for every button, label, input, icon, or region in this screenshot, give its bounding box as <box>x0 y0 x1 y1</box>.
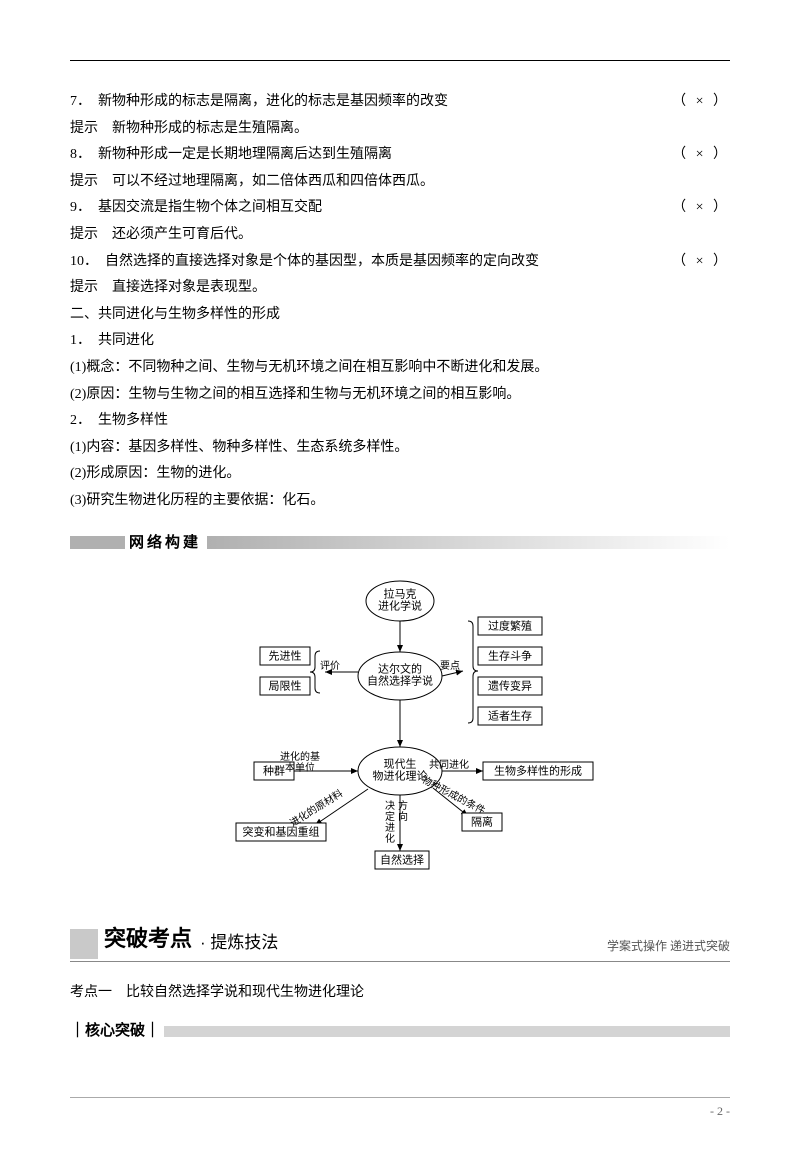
svg-text:本单位: 本单位 <box>285 761 315 774</box>
hint-line: 提示 还必须产生可育后代。 <box>70 222 730 249</box>
concept-diagram: 拉马克进化学说达尔文的自然选择学说现代生物进化理论 过度繁殖生存斗争遗传变异适者生… <box>200 571 600 892</box>
grey-block-icon <box>70 929 98 959</box>
body-line: (2)原因：生物与生物之间的相互选择和生物与无机环境之间的相互影响。 <box>70 382 730 409</box>
body-line: (1)内容：基因多样性、物种多样性、生态系统多样性。 <box>70 435 730 462</box>
page-number: - 2 - <box>70 1097 730 1123</box>
svg-text:隔离: 隔离 <box>471 815 493 829</box>
breakthrough-underline <box>70 961 730 962</box>
svg-text:共同进化: 共同进化 <box>429 758 469 771</box>
svg-text:自然选择: 自然选择 <box>380 853 424 867</box>
hint-line: 提示 直接选择对象是表现型。 <box>70 275 730 302</box>
svg-text:局限性: 局限性 <box>269 679 302 693</box>
breakthrough-subheading: · 提炼技法 <box>200 927 278 959</box>
svg-text:遗传变异: 遗传变异 <box>488 679 532 693</box>
hint-line: 提示 可以不经过地理隔离，如二倍体西瓜和四倍体西瓜。 <box>70 169 730 196</box>
breakthrough-heading: 突破考点 <box>104 918 192 960</box>
question-row: 8． 新物种形成一定是长期地理隔离后达到生殖隔离（ × ） <box>70 142 730 169</box>
breakthrough-heading-row: 突破考点 · 提炼技法 学案式操作 递进式突破 <box>70 918 730 960</box>
question-items: 7． 新物种形成的标志是隔离，进化的标志是基因频率的改变（ × ）提示 新物种形… <box>70 89 730 302</box>
question-row: 7． 新物种形成的标志是隔离，进化的标志是基因频率的改变（ × ） <box>70 89 730 116</box>
svg-text:进: 进 <box>385 822 395 834</box>
body-line: (3)研究生物进化历程的主要依据：化石。 <box>70 488 730 515</box>
svg-text:先进性: 先进性 <box>269 649 302 663</box>
svg-text:自然选择学说: 自然选择学说 <box>367 674 433 688</box>
svg-text:适者生存: 适者生存 <box>488 709 532 723</box>
section-2-title: 二、共同进化与生物多样性的形成 <box>70 302 730 329</box>
svg-text:生存斗争: 生存斗争 <box>488 649 532 663</box>
question-row: 9． 基因交流是指生物个体之间相互交配（ × ） <box>70 195 730 222</box>
answer-mark: （ × ） <box>672 89 730 116</box>
hexin-bar <box>164 1026 730 1037</box>
section-2-body: 1． 共同进化(1)概念：不同物种之间、生物与无机环境之间在相互影响中不断进化和… <box>70 328 730 514</box>
question-text: 8． 新物种形成一定是长期地理隔离后达到生殖隔离 <box>70 142 672 169</box>
svg-text:拉马克: 拉马克 <box>384 587 417 601</box>
top-horizontal-rule <box>70 60 730 61</box>
svg-text:决: 决 <box>385 800 395 812</box>
svg-text:要点: 要点 <box>440 660 460 672</box>
svg-text:方: 方 <box>398 799 408 812</box>
svg-text:进化学说: 进化学说 <box>378 599 422 613</box>
diagram-svg: 拉马克进化学说达尔文的自然选择学说现代生物进化理论 过度繁殖生存斗争遗传变异适者生… <box>200 571 600 881</box>
svg-text:向: 向 <box>398 810 408 823</box>
svg-text:进化的基: 进化的基 <box>280 750 320 763</box>
question-text: 10． 自然选择的直接选择对象是个体的基因型，本质是基因频率的定向改变 <box>70 249 672 276</box>
grey-bar-left <box>70 536 125 549</box>
svg-text:突变和基因重组: 突变和基因重组 <box>243 825 320 839</box>
answer-mark: （ × ） <box>672 142 730 169</box>
hexin-row: ｜核心突破｜ <box>70 1017 730 1046</box>
kaodian-title: 考点一 比较自然选择学说和现代生物进化理论 <box>70 980 730 1007</box>
svg-text:化: 化 <box>385 832 395 845</box>
answer-mark: （ × ） <box>672 249 730 276</box>
answer-mark: （ × ） <box>672 195 730 222</box>
question-text: 9． 基因交流是指生物个体之间相互交配 <box>70 195 672 222</box>
question-text: 7． 新物种形成的标志是隔离，进化的标志是基因频率的改变 <box>70 89 672 116</box>
svg-text:种群: 种群 <box>263 764 285 778</box>
svg-text:达尔文的: 达尔文的 <box>378 662 422 676</box>
question-row: 10． 自然选择的直接选择对象是个体的基因型，本质是基因频率的定向改变（ × ） <box>70 249 730 276</box>
body-line: 2． 生物多样性 <box>70 408 730 435</box>
hexin-label: ｜核心突破｜ <box>70 1017 160 1046</box>
network-heading: 网络构建 <box>129 529 201 558</box>
body-line: 1． 共同进化 <box>70 328 730 355</box>
network-heading-block: 网络构建 <box>70 529 730 558</box>
svg-text:生物多样性的形成: 生物多样性的形成 <box>494 764 582 778</box>
svg-text:定: 定 <box>385 810 395 823</box>
body-line: (2)形成原因：生物的进化。 <box>70 461 730 488</box>
svg-text:物进化理论: 物进化理论 <box>373 769 428 783</box>
body-line: (1)概念：不同物种之间、生物与无机环境之间在相互影响中不断进化和发展。 <box>70 355 730 382</box>
svg-text:物种形成的条件: 物种形成的条件 <box>420 773 488 817</box>
breakthrough-right-note: 学案式操作 递进式突破 <box>607 935 730 960</box>
svg-text:评价: 评价 <box>320 660 340 672</box>
hint-line: 提示 新物种形成的标志是生殖隔离。 <box>70 116 730 143</box>
svg-text:现代生: 现代生 <box>384 757 417 771</box>
grey-bar-right <box>207 536 730 549</box>
svg-text:过度繁殖: 过度繁殖 <box>488 619 532 633</box>
